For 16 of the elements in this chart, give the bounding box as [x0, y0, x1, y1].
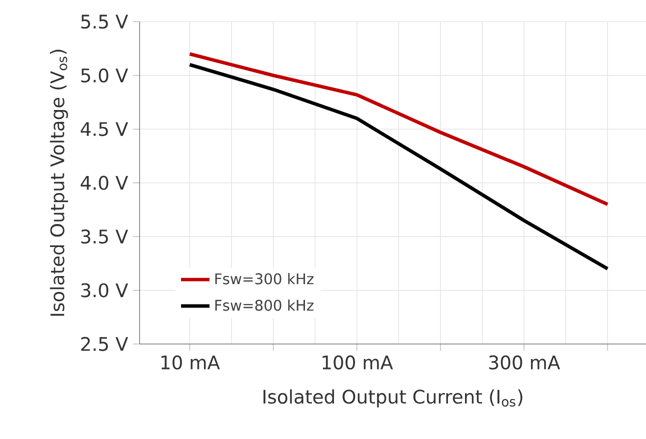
y-tick-label: 2.5 V	[81, 336, 128, 352]
legend-label: Fsw=300 kHz	[215, 272, 314, 284]
x-axis-title: Isolated Output Current (I$_{os}$)	[264, 389, 522, 408]
line-series	[188, 52, 610, 206]
y-tick-label: 5.0 V	[81, 68, 128, 83]
y-axis-title: Isolated Output Voltage (V$_{os}$)	[50, 50, 68, 316]
y-tick-label: 4.5 V	[80, 122, 128, 136]
y-tick-label: 3.5 V	[81, 230, 128, 244]
x-tick-label: 10 mA	[161, 355, 220, 370]
y-tick-label: 4.0 V	[80, 176, 128, 190]
line-series	[188, 62, 610, 271]
y-tick-label: 5.5 V	[81, 14, 128, 29]
x-tick-label: 100 mA	[322, 355, 393, 370]
x-tick-label: 300 mA	[489, 355, 560, 370]
y-tick-label: 3.0 V	[81, 283, 128, 298]
legend-label: Fsw=800 kHz	[215, 299, 314, 311]
